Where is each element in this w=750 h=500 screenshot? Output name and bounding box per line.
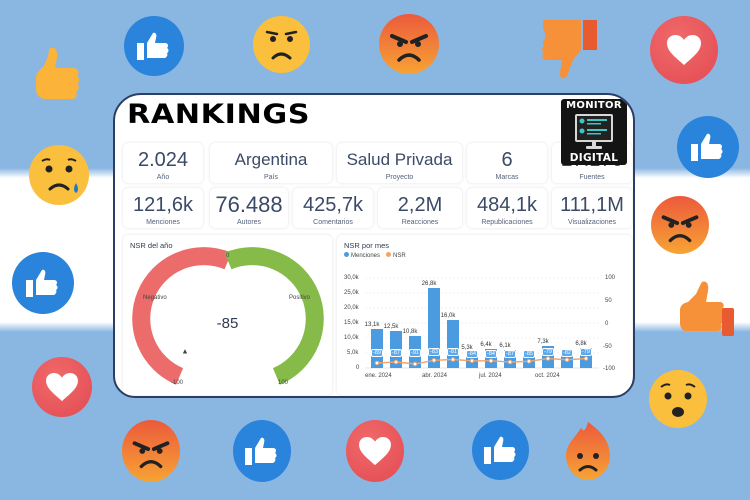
kpi-card-reactions: 2,2M Reacciones <box>378 188 462 228</box>
love-reaction-icon <box>346 420 404 482</box>
thumbs-up-emoji-icon <box>678 278 738 340</box>
nsr-line <box>374 356 589 367</box>
chart-legend: Menciones NSR <box>344 252 406 259</box>
monitor-icon <box>575 114 613 142</box>
like-reaction-icon <box>677 116 739 178</box>
angry-emoji-icon <box>379 14 439 74</box>
logo-text-top: MONITOR <box>566 100 622 111</box>
love-reaction-icon <box>650 16 718 84</box>
gauge-left-label: Negativo <box>143 295 167 301</box>
kpi-card-country: Argentina País <box>210 143 332 183</box>
gauge-right-label: Positivo <box>289 295 311 301</box>
kpi-card-mentions: 121,6k Menciones <box>123 188 203 228</box>
monthly-chart-plot <box>365 277 599 369</box>
kpi-card-comments: 425,7k Comentarios <box>293 188 373 228</box>
dashboard-panel: RANKINGS MONITOR DIGITAL 2.024 Año Argen… <box>113 93 635 398</box>
nsr-gauge-card: NSR del año 0 Negativo Positivo -100 100… <box>123 235 332 395</box>
sad-fire-emoji-icon <box>563 420 613 482</box>
kpi-card-project: Salud Privada Proyecto <box>337 143 462 183</box>
gauge-max-label: 100 <box>278 380 289 386</box>
bar-may[interactable] <box>447 320 459 368</box>
gauge-value: -85 <box>216 315 239 332</box>
worried-emoji-icon <box>649 370 707 428</box>
kpi-card-reposts: 484,1k Republicaciones <box>467 188 547 228</box>
like-reaction-icon <box>124 16 184 76</box>
kpi-card-year: 2.024 Año <box>123 143 203 183</box>
thumbs-up-emoji-icon <box>28 44 88 106</box>
love-reaction-icon <box>32 357 92 417</box>
thumbs-down-emoji-icon <box>535 18 600 80</box>
gauge-min-label: -100 <box>171 380 184 386</box>
bar-ene[interactable] <box>371 329 383 368</box>
gauge-title: NSR del año <box>130 241 173 250</box>
kpi-card-authors: 76.488 Autores <box>210 188 288 228</box>
confused-emoji-icon <box>253 16 310 73</box>
nsr-monthly-card: NSR por mes Menciones NSR 30,0k 25,0k 20… <box>337 235 632 395</box>
legend-item-menciones[interactable]: Menciones <box>344 252 380 259</box>
angry-emoji-icon <box>122 420 180 482</box>
nsr-gauge-chart <box>132 247 324 385</box>
kpi-card-brands: 6 Marcas <box>467 143 547 183</box>
legend-item-nsr[interactable]: NSR <box>386 252 406 259</box>
kpi-card-views: 111,1M Visualizaciones <box>552 188 632 228</box>
page-title: RANKINGS <box>127 99 311 130</box>
like-reaction-icon <box>472 420 529 480</box>
gauge-mid-label: 0 <box>226 253 230 259</box>
monthly-title: NSR por mes <box>344 241 390 250</box>
sad-emoji-icon <box>29 145 89 205</box>
like-reaction-icon <box>233 420 291 482</box>
monitor-digital-logo: MONITOR DIGITAL <box>561 99 627 165</box>
logo-text-bottom: DIGITAL <box>569 152 619 164</box>
like-reaction-icon <box>12 252 74 314</box>
angry-emoji-icon <box>651 196 709 254</box>
